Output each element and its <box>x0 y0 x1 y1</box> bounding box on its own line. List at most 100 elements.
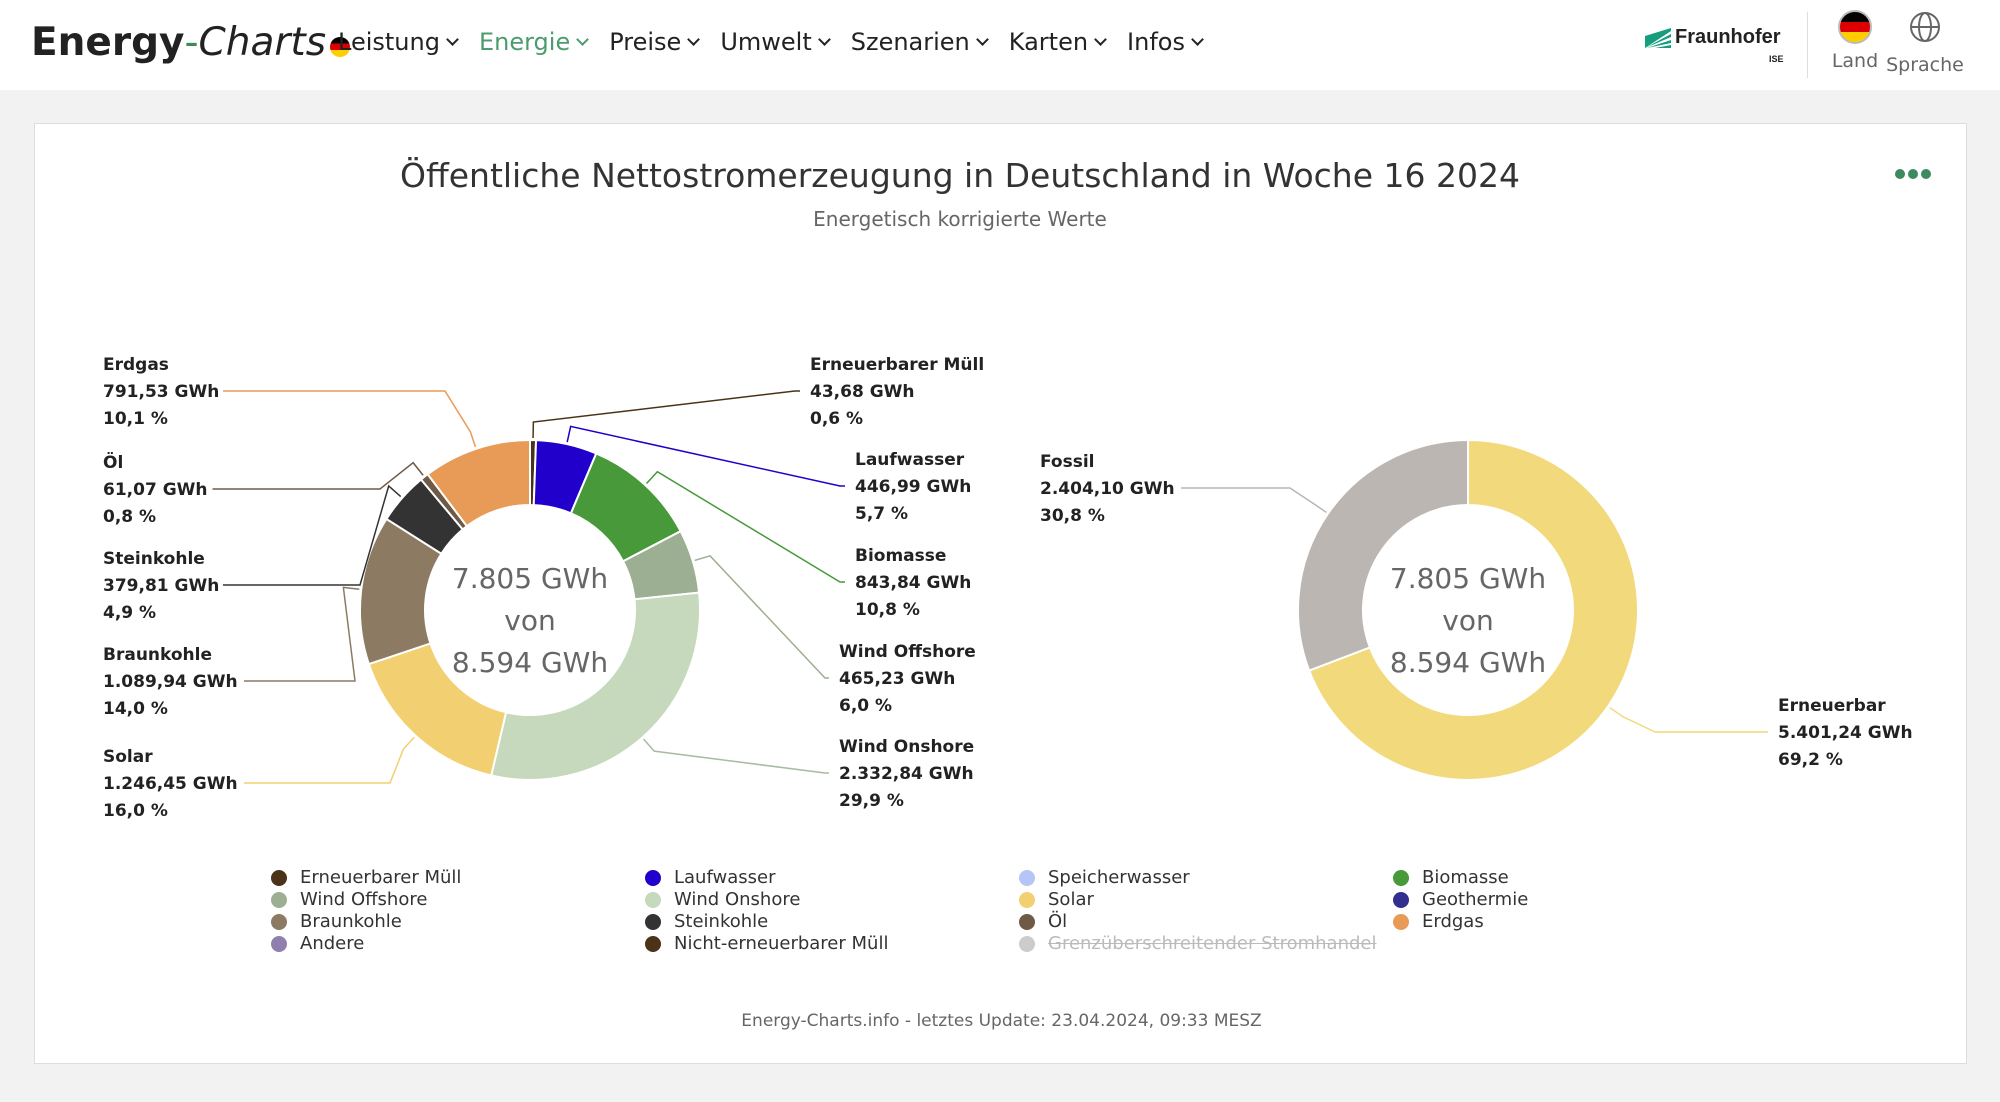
slice-name-wind-onshore: Wind Onshore <box>839 737 974 757</box>
center-text-line-3: 8.594 GWh <box>452 646 608 679</box>
legend-label: Steinkohle <box>674 911 769 932</box>
slice-name-braunkohle: Braunkohle <box>103 645 212 665</box>
connector-line-erneuerbar <box>1609 706 1768 733</box>
slice-name-erneuerbar: Erneuerbar <box>1778 696 1886 716</box>
slice-percent-label-oel: 0,8 % <box>103 507 156 527</box>
legend-swatch <box>271 869 287 886</box>
legend-item-grenzueberschreitender-stromhandel[interactable]: Grenzüberschreitender Stromhandel <box>1019 933 1377 954</box>
legend-swatch <box>271 935 287 952</box>
menu-item-label: Infos <box>1127 28 1185 56</box>
slice-erneuerbar[interactable] <box>1307 438 1640 781</box>
legend-label: Grenzüberschreitender Stromhandel <box>1048 933 1377 954</box>
country-selector-button[interactable]: Land <box>1815 10 1895 80</box>
legend-label: Laufwasser <box>674 867 776 888</box>
connector-line-laufwasser <box>566 425 845 487</box>
legend-swatch <box>1393 891 1409 908</box>
chart-subtitle: Energetisch korrigierte Werte <box>813 207 1107 231</box>
menu-item-label: Karten <box>1008 28 1089 56</box>
slice-value-label-erneuerbarer-muell: 43,68 GWh <box>810 382 915 402</box>
logo-bold-text: Energy <box>31 20 185 65</box>
chevron-down-icon <box>687 32 701 46</box>
legend-item-nicht-erneuerbarer-muell[interactable]: Nicht-erneuerbarer Müll <box>645 933 888 954</box>
legend-item-erneuerbarer-muell[interactable]: Erneuerbarer Müll <box>271 867 461 888</box>
legend-item-oel[interactable]: Öl <box>1019 911 1067 932</box>
slice-value-label-oel: 61,07 GWh <box>103 480 208 500</box>
menu-item-preise[interactable]: Preise <box>609 24 701 60</box>
legend-swatch <box>645 935 661 952</box>
menu-item-szenarien[interactable]: Szenarien <box>851 24 989 60</box>
legend-label: Braunkohle <box>300 911 402 932</box>
connector-line-braunkohle <box>244 586 360 682</box>
legend-item-braunkohle[interactable]: Braunkohle <box>271 911 402 932</box>
chevron-down-icon <box>576 32 590 46</box>
center-text-line-3: 8.594 GWh <box>1390 646 1546 679</box>
connector-line-wind-onshore <box>643 738 829 774</box>
connector-line-solar <box>244 736 415 784</box>
language-selector-button[interactable]: Sprache <box>1885 10 1965 80</box>
globe-icon <box>1910 12 1940 42</box>
fraunhofer-name: Fraunhofer <box>1675 26 1781 48</box>
slice-value-label-laufwasser: 446,99 GWh <box>855 477 971 497</box>
donut-charts: Erneuerbarer Müll 43,68 GWh 0,6 % Laufwasse… <box>103 355 1913 821</box>
slice-percent-label-braunkohle: 14,0 % <box>103 699 168 719</box>
chart-menu-button[interactable] <box>1895 164 1935 180</box>
legend-swatch <box>645 891 661 908</box>
slice-name-erdgas: Erdgas <box>103 355 169 375</box>
slice-value-label-braunkohle: 1.089,94 GWh <box>103 672 238 692</box>
energy-charts-logo[interactable]: Energy-Charts <box>31 18 351 68</box>
legend-label: Biomasse <box>1422 867 1509 888</box>
menu-item-leistung[interactable]: Leistung <box>338 24 459 60</box>
slice-value-label-solar: 1.246,45 GWh <box>103 774 238 794</box>
chevron-down-icon <box>1191 32 1204 46</box>
logo-charts-text: Charts <box>198 20 327 65</box>
legend-label: Andere <box>300 933 365 954</box>
legend-item-geothermie[interactable]: Geothermie <box>1393 889 1528 910</box>
connector-line-erdgas <box>223 390 477 448</box>
legend-item-speicherwasser[interactable]: Speicherwasser <box>1019 867 1190 888</box>
fraunhofer-logo[interactable]: Fraunhofer ISE <box>1645 26 1790 66</box>
menu-item-energie[interactable]: Energie <box>478 24 590 60</box>
legend-swatch <box>1393 913 1409 930</box>
slice-percent-label-erneuerbar: 69,2 % <box>1778 750 1843 770</box>
slice-value-label-wind-onshore: 2.332,84 GWh <box>839 764 974 784</box>
legend-item-wind-offshore[interactable]: Wind Offshore <box>271 889 427 910</box>
language-label: Sprache <box>1886 54 1964 76</box>
logo-dash: - <box>184 20 199 65</box>
legend-item-biomasse[interactable]: Biomasse <box>1393 867 1509 888</box>
legend-swatch <box>1019 891 1035 908</box>
chart-card: Öffentliche Nettostromerzeugung in Deuts… <box>34 123 1967 1064</box>
slice-fossil[interactable] <box>1297 438 1469 672</box>
slice-percent-label-wind-offshore: 6,0 % <box>839 696 892 716</box>
main-menu: Leistung Energie Preise Umwelt Szenarien Kart… <box>338 24 1224 60</box>
menu-item-label: Preise <box>609 28 682 56</box>
legend-swatch <box>1019 913 1035 930</box>
legend-item-laufwasser[interactable]: Laufwasser <box>645 867 775 888</box>
slice-percent-label-fossil: 30,8 % <box>1040 506 1105 526</box>
slice-percent-label-laufwasser: 5,7 % <box>855 504 908 524</box>
chart-footer: Energy-Charts.info - letztes Update: 23.… <box>741 1011 1262 1031</box>
connector-line-biomasse <box>646 470 845 583</box>
slice-percent-label-biomasse: 10,8 % <box>855 600 920 620</box>
menu-item-infos[interactable]: Infos <box>1127 24 1204 60</box>
center-text-line-2: von <box>1442 604 1493 637</box>
slice-value-label-erdgas: 791,53 GWh <box>103 382 219 402</box>
legend-item-erdgas[interactable]: Erdgas <box>1393 911 1484 932</box>
legend-item-steinkohle[interactable]: Steinkohle <box>645 911 768 932</box>
connector-line-steinkohle <box>223 484 402 586</box>
legend-item-wind-onshore[interactable]: Wind Onshore <box>645 889 800 910</box>
chevron-down-icon <box>975 32 989 46</box>
slice-value-label-biomasse: 843,84 GWh <box>855 573 971 593</box>
chevron-down-icon <box>446 32 459 46</box>
legend-item-solar[interactable]: Solar <box>1019 889 1094 910</box>
connector-line-fossil <box>1181 487 1327 514</box>
menu-item-karten[interactable]: Karten <box>1008 24 1107 60</box>
fraunhofer-ise: ISE <box>1769 54 1784 64</box>
slice-value-label-wind-offshore: 465,23 GWh <box>839 669 955 689</box>
menu-item-umwelt[interactable]: Umwelt <box>720 24 831 60</box>
legend-item-andere[interactable]: Andere <box>271 933 364 954</box>
slice-wind-onshore[interactable] <box>490 591 701 781</box>
donut-chart-2: Erneuerbar 5.401,24 GWh 69,2 % Fossil 2.404,… <box>1040 438 1913 781</box>
slice-value-label-fossil: 2.404,10 GWh <box>1040 479 1175 499</box>
menu-item-label: Energie <box>478 28 571 56</box>
slice-erdgas[interactable] <box>426 438 531 528</box>
